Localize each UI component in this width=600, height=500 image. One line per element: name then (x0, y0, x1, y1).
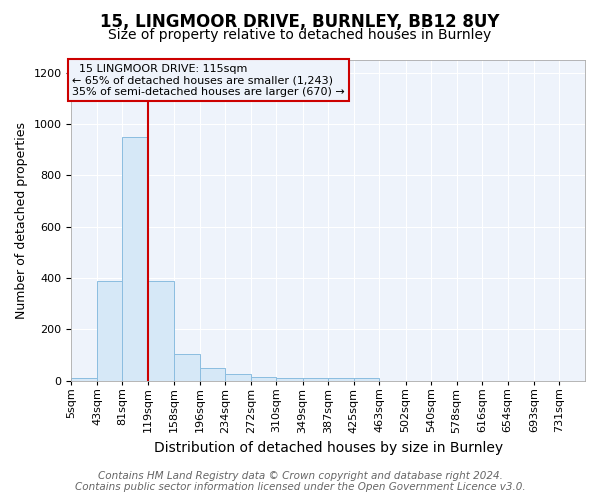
Text: Contains HM Land Registry data © Crown copyright and database right 2024.
Contai: Contains HM Land Registry data © Crown c… (74, 471, 526, 492)
Bar (251, 377, 277, 380)
Bar (226, 374, 251, 380)
Bar (148, 280, 174, 380)
Bar (122, 137, 148, 380)
Bar (302, 378, 328, 380)
Bar (200, 368, 226, 380)
Text: 15, LINGMOOR DRIVE, BURNLEY, BB12 8UY: 15, LINGMOOR DRIVE, BURNLEY, BB12 8UY (100, 12, 500, 30)
Bar (174, 354, 200, 380)
Bar (328, 378, 354, 380)
Text: 15 LINGMOOR DRIVE: 115sqm
← 65% of detached houses are smaller (1,243)
35% of se: 15 LINGMOOR DRIVE: 115sqm ← 65% of detac… (72, 64, 345, 97)
X-axis label: Distribution of detached houses by size in Burnley: Distribution of detached houses by size … (154, 441, 503, 455)
Bar (97, 280, 122, 380)
Bar (71, 378, 97, 380)
Text: Size of property relative to detached houses in Burnley: Size of property relative to detached ho… (109, 28, 491, 42)
Bar (277, 378, 302, 380)
Bar (354, 378, 379, 380)
Y-axis label: Number of detached properties: Number of detached properties (15, 122, 28, 319)
